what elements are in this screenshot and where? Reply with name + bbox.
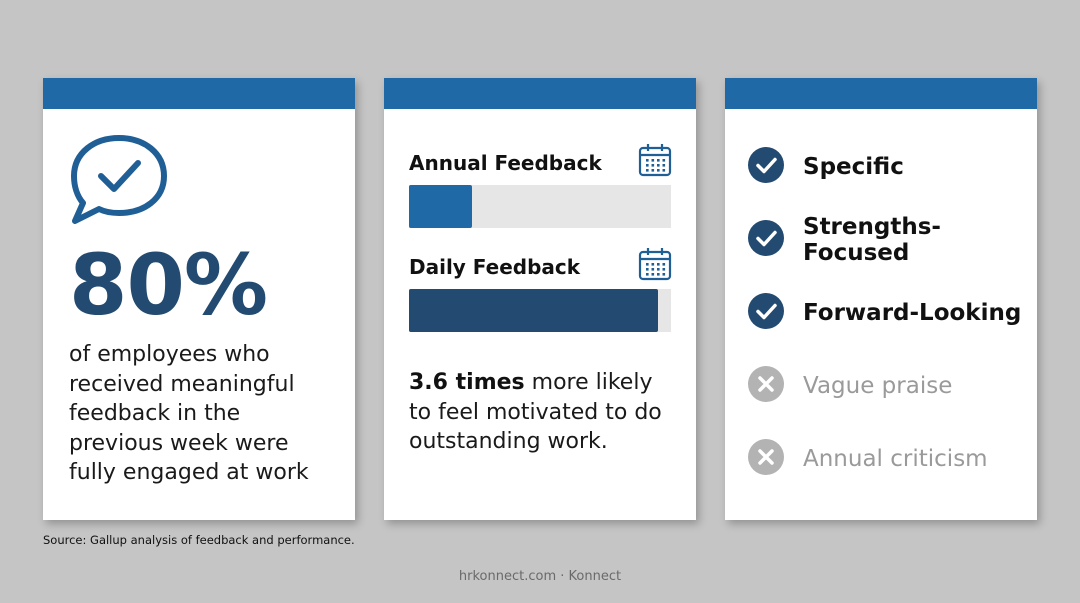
checklist-item: Vague praise bbox=[747, 366, 952, 406]
check-icon bbox=[747, 146, 785, 188]
comparison-text: 3.6 times more likely to feel motivated … bbox=[409, 368, 679, 457]
source-note: Source: Gallup analysis of feedback and … bbox=[43, 533, 355, 547]
cross-icon bbox=[747, 365, 785, 407]
calendar-icon bbox=[638, 247, 672, 285]
feedback-icon bbox=[71, 135, 167, 224]
footer: hrkonnect.com · Konnect bbox=[458, 569, 622, 584]
stat-value: 80% bbox=[69, 236, 268, 334]
item-label: Forward-Looking bbox=[803, 300, 1022, 326]
checklist-item: Strengths-Focused bbox=[747, 214, 1037, 266]
cross-icon bbox=[747, 438, 785, 480]
check-icon bbox=[747, 292, 785, 334]
comparison-rest: more likely to feel motivated to do outs… bbox=[409, 370, 662, 454]
stat-card: 80% of employees who received meaningful… bbox=[43, 78, 355, 520]
bar-label: Daily Feedback bbox=[409, 255, 581, 279]
check-icon bbox=[747, 219, 785, 261]
highlight: 3.6 times bbox=[409, 370, 525, 395]
checklist-item: Forward-Looking bbox=[747, 293, 1021, 333]
item-label: Vague praise bbox=[803, 373, 953, 399]
item-label: Specific bbox=[803, 154, 904, 180]
card-band bbox=[384, 78, 696, 109]
item-label: Annual criticism bbox=[803, 446, 988, 472]
card-band bbox=[725, 78, 1037, 109]
checklist-card: Specific Strengths-Focused Forward-Looking… bbox=[725, 78, 1037, 520]
bar bbox=[409, 185, 472, 228]
item-label: Strengths-Focused bbox=[803, 214, 941, 266]
bar-label: Annual Feedback bbox=[409, 151, 602, 175]
card-band bbox=[43, 78, 355, 109]
bar-track bbox=[409, 185, 671, 228]
comparison-card: Annual Feedback Daily Feedback 3.6 times … bbox=[384, 78, 696, 520]
checklist-item: Annual criticism bbox=[747, 439, 988, 479]
bar-track bbox=[409, 289, 671, 332]
calendar-icon bbox=[638, 143, 672, 181]
bar bbox=[409, 289, 658, 332]
stat-description: of employees who received meaningful fee… bbox=[69, 342, 309, 485]
checklist-item: Specific bbox=[747, 147, 904, 187]
